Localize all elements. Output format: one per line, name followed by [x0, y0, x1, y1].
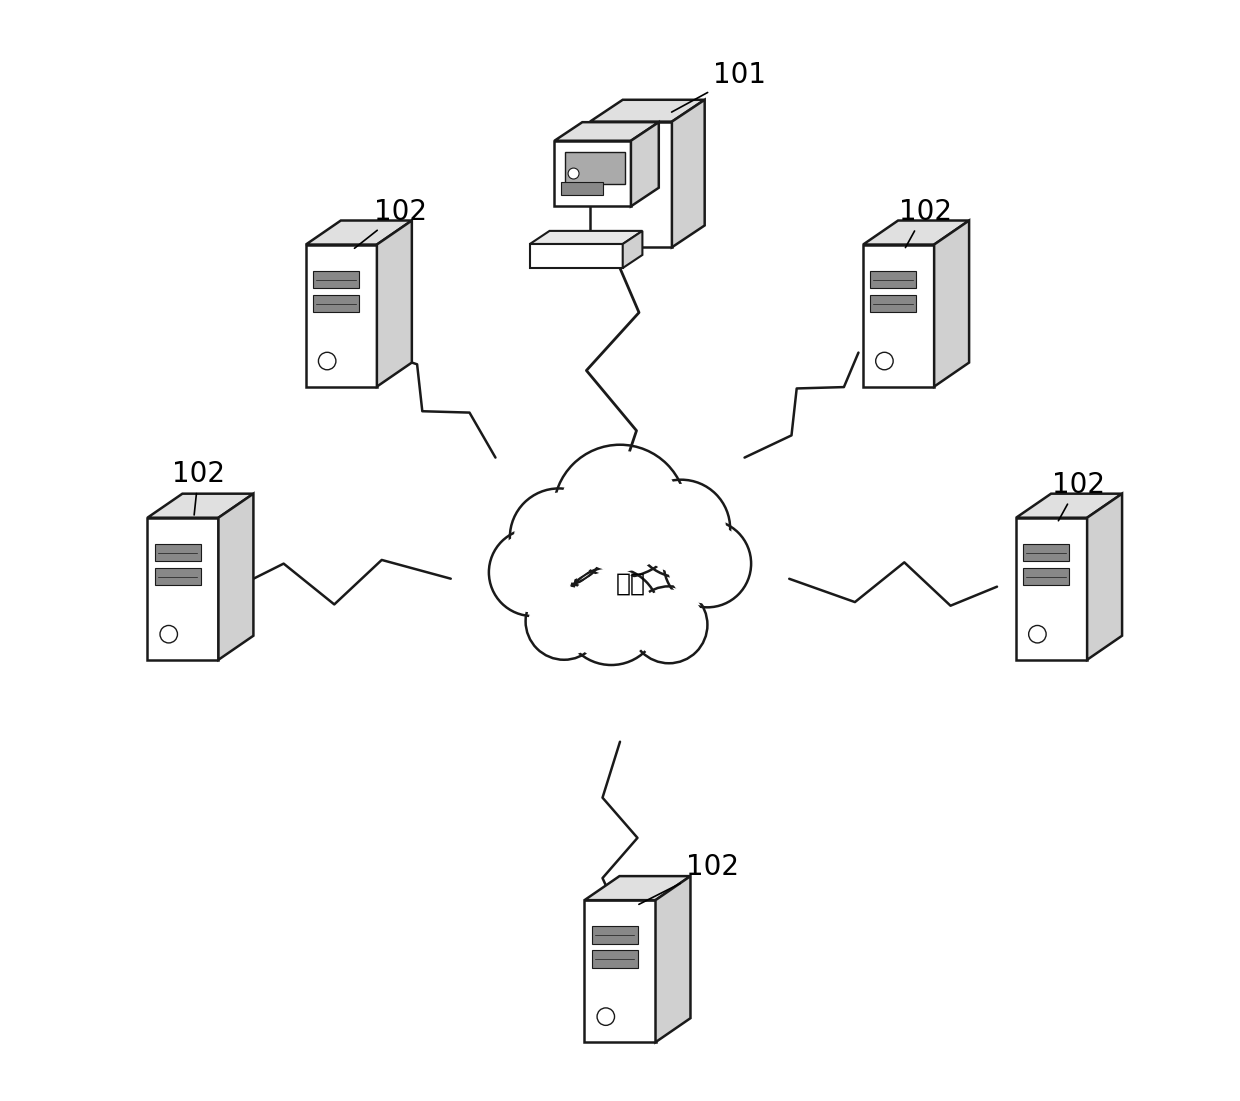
- Circle shape: [875, 352, 893, 370]
- Circle shape: [668, 524, 746, 603]
- Circle shape: [494, 533, 572, 612]
- Circle shape: [567, 573, 655, 661]
- Circle shape: [510, 489, 608, 587]
- Polygon shape: [306, 244, 377, 386]
- Polygon shape: [672, 100, 704, 248]
- Circle shape: [630, 587, 707, 663]
- Bar: [591, 950, 637, 968]
- Polygon shape: [529, 231, 642, 244]
- Circle shape: [663, 520, 751, 608]
- Circle shape: [160, 625, 177, 643]
- Polygon shape: [584, 876, 691, 901]
- Polygon shape: [584, 901, 656, 1043]
- Circle shape: [568, 168, 579, 179]
- Bar: [591, 926, 637, 944]
- Circle shape: [632, 480, 730, 578]
- Circle shape: [553, 445, 687, 578]
- Polygon shape: [934, 220, 970, 386]
- Circle shape: [635, 590, 703, 659]
- Text: 102: 102: [899, 198, 951, 248]
- Circle shape: [596, 1007, 615, 1025]
- Polygon shape: [554, 122, 658, 141]
- Bar: [1023, 568, 1069, 586]
- Polygon shape: [590, 100, 704, 121]
- Polygon shape: [218, 493, 253, 659]
- Circle shape: [637, 484, 725, 573]
- Polygon shape: [306, 220, 412, 244]
- Bar: [155, 568, 201, 586]
- Text: 102: 102: [639, 853, 739, 904]
- Polygon shape: [631, 122, 658, 206]
- Polygon shape: [529, 244, 622, 268]
- Polygon shape: [1087, 493, 1122, 659]
- Polygon shape: [148, 517, 218, 659]
- Polygon shape: [1016, 493, 1122, 517]
- Polygon shape: [863, 220, 970, 244]
- Circle shape: [529, 587, 599, 656]
- Text: 网络: 网络: [616, 571, 646, 596]
- Circle shape: [515, 493, 603, 581]
- Circle shape: [560, 451, 680, 571]
- Text: 102: 102: [355, 198, 427, 249]
- Circle shape: [1029, 625, 1047, 643]
- Polygon shape: [656, 876, 691, 1043]
- Bar: [870, 295, 916, 313]
- Circle shape: [489, 528, 577, 617]
- Polygon shape: [148, 493, 253, 517]
- Bar: [155, 544, 201, 562]
- Polygon shape: [863, 244, 934, 386]
- Polygon shape: [590, 121, 672, 248]
- Polygon shape: [622, 231, 642, 268]
- Polygon shape: [1016, 517, 1087, 659]
- Text: 102: 102: [172, 460, 224, 515]
- Bar: [870, 271, 916, 288]
- Bar: [312, 271, 360, 288]
- Text: 101: 101: [672, 62, 766, 112]
- Polygon shape: [377, 220, 412, 386]
- Bar: [1023, 544, 1069, 562]
- Polygon shape: [554, 141, 631, 206]
- Circle shape: [526, 582, 603, 659]
- Text: 102: 102: [1052, 471, 1105, 521]
- Bar: [312, 295, 360, 313]
- Circle shape: [562, 567, 660, 665]
- Polygon shape: [565, 152, 625, 185]
- Bar: [560, 183, 603, 195]
- Circle shape: [319, 352, 336, 370]
